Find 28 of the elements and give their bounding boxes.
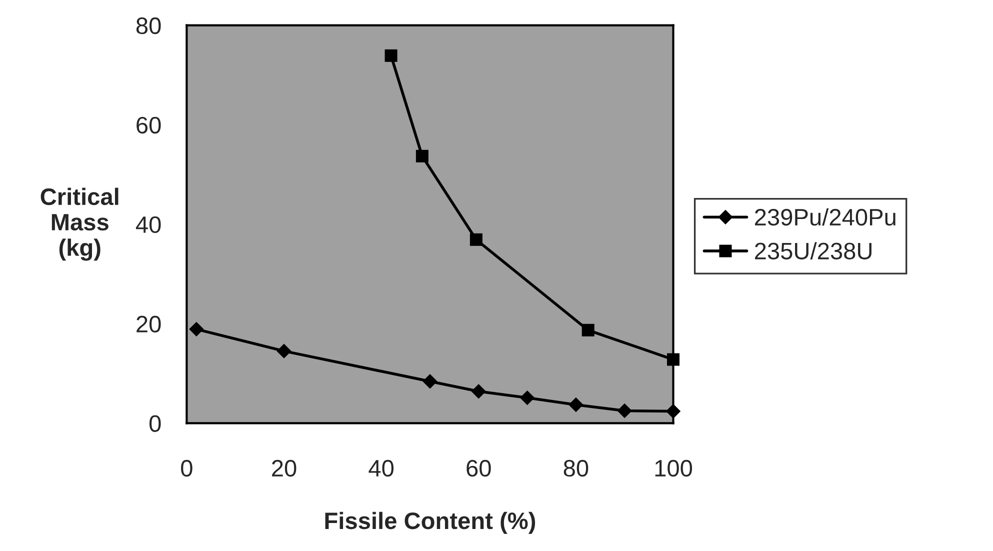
point bbox=[422, 374, 438, 388]
point bbox=[384, 49, 398, 62]
x-tick-label: 20 bbox=[272, 460, 296, 477]
y-tick-label: 20 bbox=[136, 316, 161, 332]
x-tick-label: 100 bbox=[655, 460, 692, 477]
point bbox=[520, 390, 534, 405]
point bbox=[618, 404, 632, 418]
x-tick-label: 40 bbox=[368, 460, 394, 477]
y-tick-label: 60 bbox=[136, 116, 161, 134]
point bbox=[667, 353, 680, 366]
x-tick-label: 0 bbox=[181, 460, 192, 477]
y-tick-label: 80 bbox=[136, 17, 161, 34]
point bbox=[470, 233, 482, 246]
point bbox=[276, 344, 292, 358]
x-tick-label: 80 bbox=[564, 460, 588, 477]
legend-label: 239Pu/240Pu bbox=[755, 208, 896, 226]
point bbox=[189, 322, 204, 336]
point bbox=[582, 324, 594, 336]
point bbox=[666, 404, 680, 418]
x-axis-title: Fissile Content (%) bbox=[325, 512, 536, 534]
legend-label: 235U/238U bbox=[755, 242, 872, 260]
point bbox=[568, 398, 584, 412]
x-tick-label: 60 bbox=[466, 460, 491, 477]
point bbox=[472, 384, 486, 398]
y-tick-label: 0 bbox=[149, 415, 161, 432]
point bbox=[416, 150, 428, 162]
y-tick-label: 40 bbox=[136, 216, 161, 234]
y-axis-title: Critical Mass (kg) bbox=[40, 188, 118, 261]
